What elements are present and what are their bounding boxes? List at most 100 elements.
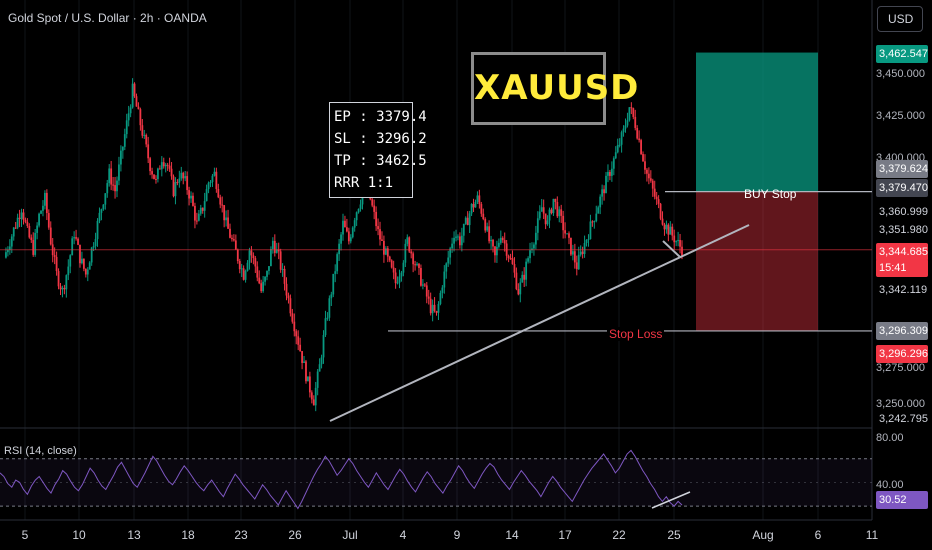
- candle-body: [229, 228, 231, 238]
- candle-body: [390, 260, 393, 268]
- candle-body: [328, 298, 331, 318]
- candle-body: [566, 233, 568, 235]
- entry-price-tag: 3,379.624: [876, 160, 928, 178]
- candle-body: [490, 239, 492, 242]
- candle-body: [492, 239, 494, 247]
- candle-body: [123, 134, 126, 147]
- candle-body: [427, 296, 430, 299]
- candle-body: [164, 164, 167, 167]
- candle-body: [340, 234, 342, 244]
- candle-body: [291, 313, 294, 322]
- candle-body: [145, 134, 148, 145]
- candle-body: [42, 205, 44, 211]
- candle-body: [188, 190, 190, 199]
- candle-body: [616, 145, 619, 153]
- candle-body: [314, 387, 317, 406]
- candle-body: [651, 180, 654, 189]
- candle-body: [172, 176, 175, 197]
- currency-button[interactable]: USD: [877, 6, 923, 32]
- candle-body: [303, 361, 305, 363]
- date-label: 18: [181, 528, 195, 542]
- candle-body: [529, 250, 531, 259]
- candle-body: [669, 226, 672, 235]
- candle-body: [221, 204, 224, 206]
- stop-loss-price-tag-red: 3,296.296: [876, 345, 928, 363]
- candle-body: [603, 189, 605, 194]
- candle-body: [519, 282, 522, 295]
- candle-body: [482, 213, 485, 220]
- candle-body: [231, 237, 233, 240]
- candle-body: [620, 132, 623, 145]
- candle-body: [248, 250, 251, 263]
- candle-body: [270, 249, 272, 267]
- candle-body: [581, 251, 584, 254]
- buy-stop-label: BUY Stop: [744, 187, 797, 201]
- candle-body: [158, 168, 161, 170]
- candle-body: [575, 262, 578, 270]
- candle-body: [63, 287, 66, 290]
- candle-body: [305, 361, 307, 382]
- candle-body: [453, 237, 455, 244]
- candle-body: [102, 204, 105, 210]
- candle-body: [509, 258, 512, 260]
- candle-body: [449, 248, 452, 258]
- candle-body: [431, 304, 434, 314]
- candle-body: [295, 331, 298, 337]
- candle-body: [523, 274, 526, 280]
- candle-body: [285, 283, 288, 296]
- candle-body: [254, 258, 257, 267]
- candle-body: [44, 192, 46, 206]
- candle-body: [499, 237, 502, 243]
- candle-body: [494, 246, 496, 256]
- candle-body: [114, 185, 116, 192]
- candle-body: [396, 282, 399, 284]
- candle-body: [262, 281, 265, 292]
- candle-body: [634, 116, 637, 128]
- candle-body: [209, 182, 212, 184]
- candle-body: [92, 246, 95, 248]
- candle-body: [653, 188, 656, 197]
- candle-body: [638, 138, 641, 141]
- candle-body: [217, 188, 220, 198]
- rsi-indicator-label[interactable]: RSI (14, close): [4, 445, 77, 457]
- candle-body: [326, 317, 329, 319]
- candle-body: [332, 273, 335, 295]
- rsi-value-tag: 30.52: [876, 491, 928, 509]
- candle-body: [386, 248, 389, 257]
- candle-body: [388, 256, 391, 261]
- candle-body: [416, 263, 418, 266]
- candle-body: [562, 215, 565, 231]
- candle-body: [277, 249, 280, 252]
- candle-body: [544, 213, 547, 225]
- candle-body: [197, 213, 200, 221]
- rsi-pane: [0, 449, 872, 510]
- candle-body: [129, 107, 132, 114]
- candle-body: [573, 251, 576, 263]
- candle-body: [201, 207, 204, 211]
- candle-body: [527, 258, 529, 262]
- candle-body: [597, 207, 600, 214]
- candle-body: [275, 249, 278, 253]
- candle-body: [564, 230, 567, 234]
- date-label: 22: [612, 528, 626, 542]
- candle-body: [47, 213, 50, 228]
- candle-body: [287, 295, 290, 299]
- candle-body: [384, 248, 387, 255]
- candle-body: [548, 209, 551, 221]
- candle-body: [219, 197, 222, 205]
- candle-body: [307, 376, 309, 382]
- candlestick-series: [5, 78, 683, 412]
- candle-body: [609, 171, 611, 176]
- price-tick: 3,250.000: [876, 398, 925, 410]
- candle-body: [429, 298, 432, 314]
- candle-body: [394, 272, 397, 284]
- candle-body: [34, 232, 37, 255]
- symbol-title[interactable]: Gold Spot / U.S. Dollar · 2h · OANDA: [8, 11, 207, 25]
- candle-body: [636, 127, 639, 139]
- candle-body: [184, 176, 187, 179]
- candle-body: [412, 253, 415, 265]
- take-profit-price-tag: 3,462.547: [876, 45, 928, 63]
- candle-body: [32, 240, 35, 255]
- candle-body: [630, 107, 633, 109]
